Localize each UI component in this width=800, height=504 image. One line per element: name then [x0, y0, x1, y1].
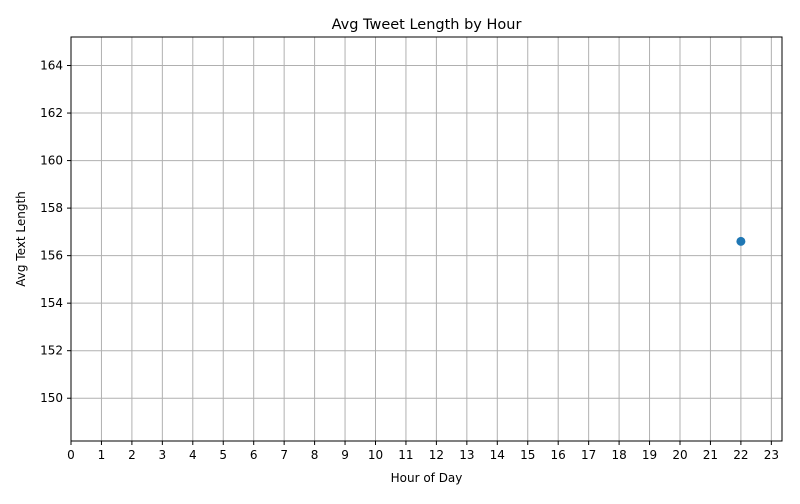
x-tick-label: 19	[642, 448, 657, 462]
x-tick-label: 7	[280, 448, 288, 462]
chart-title: Avg Tweet Length by Hour	[332, 17, 522, 33]
x-tick-label: 9	[341, 448, 349, 462]
x-tick-label: 14	[490, 448, 505, 462]
x-tick-label: 3	[159, 448, 167, 462]
x-tick-label: 11	[398, 448, 413, 462]
x-tick-label: 20	[672, 448, 687, 462]
y-tick-label: 164	[40, 59, 63, 73]
y-tick-label: 158	[40, 201, 63, 215]
y-tick-label: 150	[40, 391, 63, 405]
points-layer	[736, 236, 746, 246]
x-tick-label: 4	[189, 448, 197, 462]
x-tick-label: 17	[581, 448, 596, 462]
x-tick-label: 15	[520, 448, 535, 462]
x-tick-label: 21	[703, 448, 718, 462]
y-tick-label: 154	[40, 296, 63, 310]
x-tick-label: 22	[733, 448, 748, 462]
x-tick-label: 2	[128, 448, 136, 462]
x-tick-label: 0	[67, 448, 75, 462]
x-tick-label: 12	[429, 448, 444, 462]
ticks-layer: 0 1 2 3 4 5 6 7 8 9 10 11 12 13 14 15 16 17 18 19 20 21 22 2315…	[40, 59, 779, 462]
x-tick-label: 13	[459, 448, 474, 462]
y-tick-label: 156	[40, 249, 63, 263]
plot-area-frame	[70, 36, 783, 442]
x-tick-label: 23	[764, 448, 779, 462]
data-point	[736, 236, 746, 246]
x-tick-label: 10	[368, 448, 383, 462]
x-tick-label: 5	[219, 448, 227, 462]
x-tick-label: 1	[98, 448, 106, 462]
x-tick-label: 6	[250, 448, 258, 462]
y-tick-label: 162	[40, 106, 63, 120]
y-tick-label: 160	[40, 154, 63, 168]
x-tick-label: 8	[311, 448, 319, 462]
y-axis-label: Avg Text Length	[14, 191, 28, 287]
x-tick-label: 18	[611, 448, 626, 462]
y-tick-label: 152	[40, 344, 63, 358]
grid-layer	[70, 37, 782, 441]
x-axis-label: Hour of Day	[391, 471, 463, 485]
x-tick-label: 16	[551, 448, 566, 462]
